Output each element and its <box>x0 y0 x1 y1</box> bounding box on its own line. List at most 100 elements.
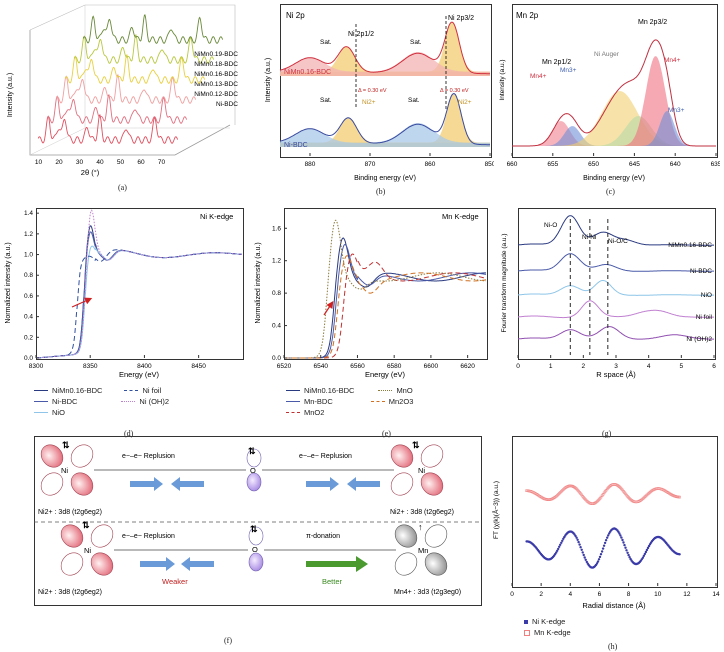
c-xtick-2: 650 <box>588 161 599 168</box>
label-f: (f) <box>224 636 232 645</box>
f-repulsion-2: e−–e− Replusion <box>299 453 352 460</box>
b-fill-top-3 <box>280 57 490 76</box>
h-point-0-48 <box>574 534 577 538</box>
d-xtick-3: 8450 <box>191 363 206 370</box>
g-xtick-3: 3 <box>614 363 618 370</box>
xrd-3d-plot: Ni-BDC NiMn0.12-BDC NiMn0.13-BDC NiMn0.16-B… <box>7 4 238 177</box>
h-leg-1: Mn K-edge <box>534 628 571 637</box>
a-series-label-1: NiMn0.12-BDC <box>194 91 238 98</box>
a-series-5 <box>82 14 224 44</box>
h-point-0-99 <box>626 551 629 554</box>
d-leg-2: NiO <box>52 408 65 417</box>
svg-text:⇅: ⇅ <box>250 524 258 534</box>
g-lab-nio: Ni-O <box>544 222 557 229</box>
panel-a: Ni-BDC NiMn0.12-BDC NiMn0.13-BDC NiMn0.16-B… <box>0 0 250 195</box>
h-point-0-100 <box>627 553 630 557</box>
a-xtick-1: 20 <box>55 159 63 166</box>
d-ytick-4: 0.8 <box>24 272 33 279</box>
d-ytick-7: 1.4 <box>24 210 33 217</box>
a-series-label-0: Ni-BDC <box>216 101 238 108</box>
h-point-0-73 <box>599 553 603 556</box>
h-point-0-97 <box>624 546 627 549</box>
h-xtick-1: 2 <box>539 591 543 598</box>
xanes-ni-plot: 8300 8350 8400 8450 0.0 0.2 0.4 0.6 0.8 1.0 1.2 1.4… <box>5 209 242 379</box>
e-series-2 <box>284 253 487 359</box>
c-xlabel: Binding energy (eV) <box>583 175 645 182</box>
svg-text:⇅: ⇅ <box>62 440 70 450</box>
panel-h: 0 2 4 6 8 10 12 14 FT (χ(k)(Å−3)) (a.u.) Radial… <box>488 436 722 652</box>
f-weaker: Weaker <box>162 577 188 586</box>
e-leg-3: MnO <box>396 386 413 395</box>
f-ni-bottom: Ni <box>84 546 91 555</box>
h-point-0-34 <box>560 541 563 544</box>
e-leg-4: Mn2O3 <box>388 397 414 406</box>
h-point-0-69 <box>595 562 599 565</box>
h-point-0-94 <box>621 538 624 542</box>
h-point-0-75 <box>601 547 605 550</box>
a-series-label-3: NiMn0.16-BDC <box>194 71 238 78</box>
d-ytick-2: 0.4 <box>24 314 33 321</box>
label-g: (g) <box>602 429 612 438</box>
g-ylabel: Fourier transform magnitude (a.u.) <box>501 234 508 333</box>
h-point-0-80 <box>607 534 610 537</box>
e-ytick-3: 1.2 <box>272 258 281 265</box>
e-xtick-1: 6540 <box>313 363 328 370</box>
f-better: Better <box>322 577 343 586</box>
f-config-tl: Ni2+ : 3d8 (t2g6eg2) <box>38 509 102 516</box>
h-point-0-93 <box>620 536 623 539</box>
h-point-0-77 <box>603 541 607 545</box>
c-mn4-left: Mn4+ <box>530 73 547 80</box>
g-xtick-0: 0 <box>516 363 520 370</box>
a-ylabel: Intensity (a.u.) <box>7 73 14 117</box>
h-leg-0: Ni K-edge <box>532 617 566 626</box>
f-mn: Mn <box>418 546 428 555</box>
d-xtick-2: 8400 <box>137 363 152 370</box>
a-series-label-5: NiMn0.19-BDC <box>194 51 238 58</box>
h-point-0-117 <box>644 550 648 554</box>
g-xtick-6: 6 <box>712 363 716 370</box>
h-point-0-33 <box>559 543 562 546</box>
h-point-0-51 <box>577 540 580 544</box>
g-xtick-5: 5 <box>680 363 684 370</box>
orbital-diagram: ⇅ Ni ⇅ Ni ⇅ O e−–e− Replusion e−–e− Repl… <box>34 440 480 596</box>
h-point-0-55 <box>581 551 584 554</box>
f-ni-right-orbital <box>390 444 444 496</box>
f-o-orbital-top <box>246 448 262 492</box>
label-h: (h) <box>608 642 618 651</box>
h-point-0-118 <box>645 548 649 552</box>
b-ylabel: Intensity (a.u.) <box>265 58 272 102</box>
panel-e: 6520 6540 6560 6580 6600 6620 0.0 0.4 0.8 1.2 1.6 … <box>252 205 492 441</box>
a-series-1 <box>46 94 188 124</box>
e-title: Mn K-edge <box>442 212 479 221</box>
g-s1: Ni-BDC <box>690 268 712 275</box>
h-point-0-35 <box>561 539 564 542</box>
h-point-0-101 <box>628 556 631 559</box>
b-fill-bottom-3 <box>280 128 490 147</box>
h-xtick-6: 12 <box>683 591 691 598</box>
h-point-0-31 <box>557 547 560 551</box>
svg-text:⇅: ⇅ <box>82 520 90 530</box>
c-xtick-0: 660 <box>507 161 518 168</box>
f-arrow-l3 <box>181 557 214 571</box>
g-s0: NiMn0.16-BDC <box>668 242 712 249</box>
f-ni-left-orbital <box>40 444 94 496</box>
label-e: (e) <box>382 429 391 438</box>
d-xtick-1: 8350 <box>83 363 98 370</box>
d-ylabel: Normalized intensity (a.u.) <box>5 242 12 323</box>
d-xlabel: Energy (eV) <box>119 370 160 379</box>
g-xtick-2: 2 <box>582 363 586 370</box>
f-ni-bottom-orbital <box>60 524 114 576</box>
h-xtick-5: 10 <box>654 591 662 598</box>
svg-text:↑: ↑ <box>418 522 423 532</box>
b-label-top: NiMn0.16-BDC <box>284 69 331 76</box>
h-xlabel: Radial distance (Å) <box>582 601 646 610</box>
svg-text:⇅: ⇅ <box>412 440 420 450</box>
f-arrow-r3 <box>140 557 175 571</box>
f-mn-orbital <box>394 524 448 576</box>
label-a: (a) <box>118 183 127 192</box>
xps-ni2p-plot: 880 870 860 850 Ni 2p Intensity (a.u.) Bind… <box>265 11 494 182</box>
c-fill-1 <box>512 126 716 146</box>
c-xtick-1: 655 <box>547 161 558 168</box>
d-series-2 <box>35 245 242 359</box>
label-c: (c) <box>606 187 615 196</box>
